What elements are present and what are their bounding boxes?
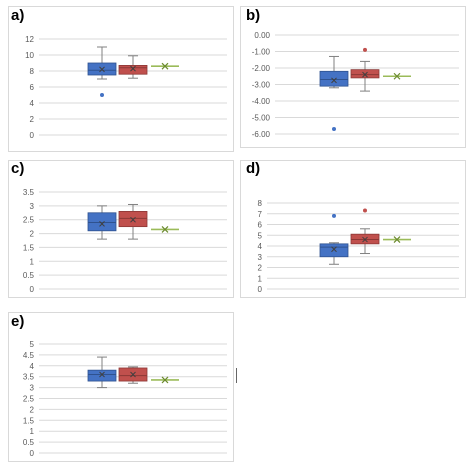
box-series-blue	[87, 46, 117, 97]
y-tick-label: 1	[30, 427, 35, 436]
box-series-red	[118, 203, 148, 240]
panel-label-d: d)	[246, 160, 261, 177]
y-tick-label: 3.5	[23, 373, 35, 382]
y-tick-label: 3	[30, 202, 35, 211]
y-tick-label: 4	[258, 242, 263, 251]
box-series-green	[151, 62, 179, 70]
box-series-blue	[87, 205, 117, 240]
y-tick-label: 3	[30, 384, 35, 393]
y-tick-label: 0.00	[254, 31, 270, 40]
chart-c-svg: 0 0.5 1 1.5 2 2.5 3 3.5	[23, 188, 227, 294]
y-tick-label: 0	[258, 285, 263, 294]
y-tick-label: -2.00	[252, 64, 271, 73]
y-tick-label: 0.5	[23, 271, 35, 280]
mean-marker	[331, 77, 337, 84]
outlier-point	[363, 208, 367, 213]
y-tick-label: 10	[25, 51, 34, 60]
box-series-red	[118, 55, 148, 79]
mean-marker	[393, 236, 401, 243]
y-tick-label: 6	[30, 83, 35, 92]
panel-label-a: a)	[11, 7, 25, 24]
y-tick-label: 1	[258, 274, 263, 283]
separator-mark	[236, 368, 237, 383]
chart-panel-c: 0 0.5 1 1.5 2 2.5 3 3.5	[8, 160, 234, 298]
y-tick-label: 5	[258, 231, 263, 240]
chart-panel-b: -6.00 -5.00 -4.00 -3.00 -2.00 -1.00 0.00	[240, 6, 466, 148]
box-series-green	[383, 236, 411, 243]
y-tick-label: 5	[30, 340, 35, 349]
y-tick-label: 2	[258, 264, 263, 273]
mean-marker	[130, 216, 136, 223]
box-series-red	[350, 208, 380, 255]
y-tick-label: 8	[258, 199, 263, 208]
y-tick-label: 2.5	[23, 216, 35, 225]
y-tick-label: 8	[30, 67, 35, 76]
mean-marker	[161, 62, 169, 70]
box-series-red	[118, 366, 148, 384]
chart-panel-a: 0 2 4 6 8 10 12	[8, 6, 234, 152]
y-tick-label: -6.00	[252, 130, 271, 139]
mean-marker	[331, 246, 337, 253]
iqr-box	[87, 369, 117, 382]
box-series-blue	[319, 213, 349, 265]
outlier-point	[100, 93, 104, 97]
outlier-point	[363, 47, 367, 52]
iqr-box	[87, 212, 117, 232]
y-tick-label: 7	[258, 210, 263, 219]
iqr-box	[319, 243, 349, 258]
box-series-blue	[87, 356, 117, 389]
mean-marker	[362, 236, 368, 243]
y-tick-label: -5.00	[252, 114, 271, 123]
y-tick-label: 0	[30, 131, 35, 140]
mean-marker	[393, 72, 401, 80]
panel-label-e: e)	[11, 313, 25, 330]
y-tick-label: 1.5	[23, 243, 35, 252]
y-tick-label: 12	[25, 35, 34, 44]
chart-a-svg: 0 2 4 6 8 10 12	[25, 35, 227, 140]
box-series-green	[383, 72, 411, 80]
iqr-box	[350, 69, 380, 79]
box-series-green	[151, 225, 179, 233]
y-tick-label: 3	[258, 253, 263, 262]
y-tick-label: 2	[30, 230, 35, 239]
y-tick-label: -4.00	[252, 97, 271, 106]
outlier-point	[332, 127, 336, 132]
box-series-blue	[319, 55, 349, 132]
panel-label-b: b)	[246, 7, 261, 24]
y-tick-label: 4	[30, 99, 35, 108]
outlier-point	[332, 213, 336, 218]
y-tick-label: 3.5	[23, 188, 35, 197]
mean-marker	[99, 371, 105, 378]
mean-marker	[99, 66, 105, 73]
y-tick-label: 2	[30, 405, 35, 414]
y-tick-label: -3.00	[252, 81, 271, 90]
mean-marker	[130, 65, 136, 72]
y-tick-label: 0.5	[23, 438, 35, 447]
chart-b-svg: -6.00 -5.00 -4.00 -3.00 -2.00 -1.00 0.00	[252, 31, 459, 139]
y-tick-label: 2.5	[23, 395, 35, 404]
y-tick-label: 6	[258, 221, 263, 230]
y-tick-label: 2	[30, 115, 35, 124]
mean-marker	[362, 71, 368, 78]
y-tick-label: 4	[30, 362, 35, 371]
y-tick-label: 0	[30, 449, 35, 458]
y-tick-label: 0	[30, 285, 35, 294]
box-series-green	[151, 376, 179, 384]
y-tick-label: 4.5	[23, 351, 35, 360]
y-tick-label: 1.5	[23, 416, 35, 425]
box-series-red	[350, 47, 380, 92]
y-tick-label: 1	[30, 257, 35, 266]
mean-marker	[161, 376, 169, 384]
mean-marker	[130, 371, 136, 378]
iqr-box	[118, 65, 148, 75]
y-tick-label: -1.00	[252, 48, 271, 57]
chart-panel-e: 0 0.5 1 1.5 2 2.5 3 3.5 4 4.5 5	[8, 312, 234, 462]
chart-e-svg: 0 0.5 1 1.5 22.5 3 3.5 4 4.5 5	[23, 340, 227, 458]
mean-marker	[99, 221, 105, 227]
panel-label-c: c)	[11, 160, 25, 177]
iqr-box	[319, 70, 349, 87]
mean-marker	[161, 225, 169, 233]
